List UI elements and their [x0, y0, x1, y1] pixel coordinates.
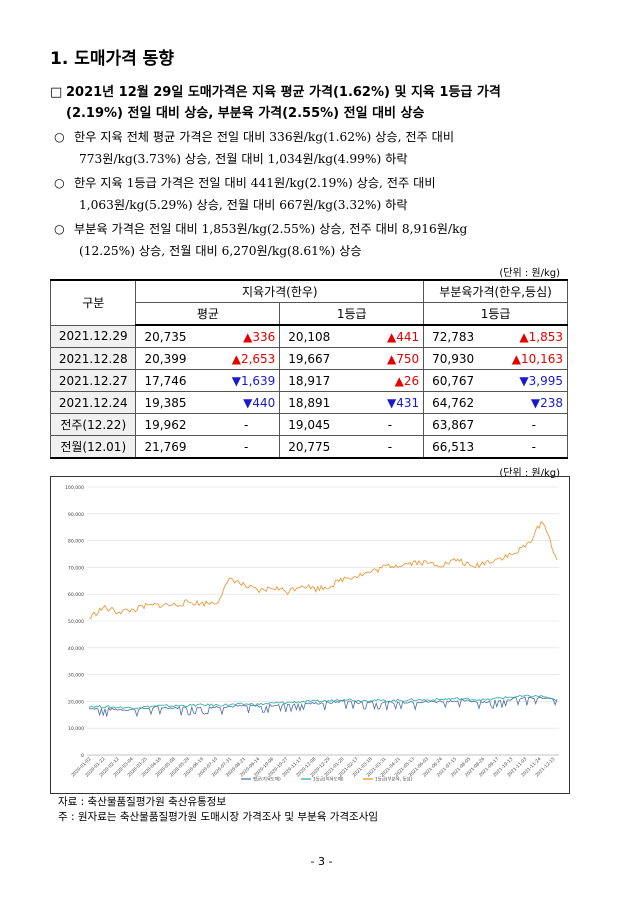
- grade1-change: 441: [356, 324, 425, 348]
- header-cut-grade1: 1등급: [423, 302, 568, 326]
- table-unit-label: (단위 : 원/kg): [499, 268, 560, 279]
- y-tick-label: 50,000: [68, 619, 84, 625]
- cut-value: 64,762: [423, 391, 501, 414]
- y-tick-label: 30,000: [68, 673, 84, 679]
- header-gubun: 구분: [49, 279, 137, 326]
- bullet-cut-price: ○ 부분육 가격은 전일 대비 1,853원/kg(2.55%) 상승, 전주 대…: [54, 218, 574, 262]
- headline-line1: 2021년 12월 29일 도매가격은 지육 평균 가격(1.62%) 및 지육…: [66, 85, 501, 100]
- avg-change: 1,639: [212, 369, 281, 392]
- bullet-line2: 773원/kg(3.73%) 상승, 전월 대비 1,034원/kg(4.99%…: [79, 152, 408, 166]
- section-title: 1. 도매가격 동향: [50, 49, 174, 69]
- y-tick-label: 20,000: [68, 699, 84, 705]
- grade1-value: 18,891: [279, 391, 357, 414]
- grade1-change: -: [356, 413, 425, 436]
- legend-label: 평균(지육도매): [253, 776, 281, 783]
- cut-value: 66,513: [423, 435, 501, 459]
- row-date: 2021.12.28: [49, 347, 137, 370]
- price-chart-svg: 0 10,000 20,000 30,000 40,000 50,000 60,000 70,…: [65, 485, 559, 783]
- note-line: 주 : 원자료는 축산물품질평가원 도매시장 가격조사 및 부분육 가격조사임: [58, 811, 379, 823]
- circle-marker: ○: [54, 176, 65, 190]
- avg-change: 2,653: [212, 347, 281, 370]
- price-table: 구분 지육가격(한우) 부분육가격(한우,등심) 평균 1등급 1등급 2021…: [49, 279, 568, 459]
- cut-change: 238: [500, 391, 568, 414]
- series-line: [88, 694, 558, 710]
- bullet-line1: 한우 지육 전체 평균 가격은 전일 대비 336원/kg(1.62%) 상승,…: [74, 130, 455, 144]
- row-date: 2021.12.27: [49, 369, 137, 392]
- bullet-line2: 1,063원/kg(5.29%) 상승, 전월 대비 667원/kg(3.32%…: [79, 198, 408, 212]
- source-note: 자료 : 축산물품질평가원 축산유통정보 주 : 원자료는 축산물품질평가원 도…: [58, 795, 378, 825]
- source-line: 자료 : 축산물품질평가원 축산유통정보: [58, 796, 227, 808]
- row-date: 전월(12.01): [49, 435, 137, 459]
- avg-change: 440: [212, 391, 281, 414]
- cut-change: 1,853: [500, 324, 568, 348]
- avg-value: 19,962: [135, 413, 213, 436]
- cut-value: 63,867: [423, 413, 501, 436]
- grade1-change: -: [356, 435, 425, 459]
- cut-change: -: [500, 435, 568, 459]
- row-date: 2021.12.29: [49, 324, 137, 348]
- bullet-avg-price: ○ 한우 지육 전체 평균 가격은 전일 대비 336원/kg(1.62%) 상승…: [54, 126, 574, 170]
- headline: □ 2021년 12월 29일 도매가격은 지육 평균 가격(1.62%) 및 지…: [50, 82, 580, 124]
- table-row: 2021.12.2820,3992,65319,66775070,93010,1…: [49, 347, 568, 370]
- cut-change: -: [500, 413, 568, 436]
- y-tick-label: 0: [81, 753, 84, 759]
- bullet-grade1-price: ○ 한우 지육 1등급 가격은 전일 대비 441원/kg(2.19%) 상승, …: [54, 172, 574, 216]
- avg-change: -: [212, 435, 281, 459]
- legend-label: 1등급(지육도매): [313, 776, 344, 783]
- price-chart: 0 10,000 20,000 30,000 40,000 50,000 60,000 70,…: [50, 476, 570, 794]
- avg-value: 21,769: [135, 435, 213, 459]
- grade1-value: 18,917: [279, 369, 357, 392]
- circle-marker: ○: [54, 222, 65, 236]
- y-tick-label: 100,000: [65, 485, 84, 491]
- row-date: 2021.12.24: [49, 391, 137, 414]
- series-line: [88, 696, 558, 718]
- table-row: 전주(12.22) 19,962-19,045-63,867-: [49, 413, 568, 436]
- avg-change: -: [212, 413, 281, 436]
- header-carcass: 지육가격(한우): [135, 279, 425, 303]
- y-tick-label: 80,000: [68, 539, 84, 545]
- header-grade1: 1등급: [279, 302, 425, 326]
- header-avg: 평균: [135, 302, 281, 326]
- y-tick-label: 10,000: [68, 726, 84, 732]
- header-cut: 부분육가격(한우,등심): [423, 279, 568, 303]
- y-tick-label: 40,000: [68, 646, 84, 652]
- bullet-line1: 한우 지육 1등급 가격은 전일 대비 441원/kg(2.19%) 상승, 전…: [74, 176, 436, 190]
- bullet-line2: (12.25%) 상승, 전월 대비 6,270원/kg(8.61%) 상승: [79, 244, 362, 258]
- table-body: 2021.12.2920,73533620,10844172,7831,8532…: [49, 324, 568, 459]
- cut-value: 72,783: [423, 324, 501, 348]
- row-date: 전주(12.22): [49, 413, 137, 436]
- grade1-change: 26: [356, 369, 425, 392]
- legend-label: 1등급(부분육, 등심): [375, 776, 413, 783]
- avg-value: 20,735: [135, 324, 213, 348]
- avg-change: 336: [212, 324, 281, 348]
- grade1-change: 750: [356, 347, 425, 370]
- bullet-line1: 부분육 가격은 전일 대비 1,853원/kg(2.55%) 상승, 전주 대비…: [74, 222, 468, 236]
- grade1-value: 20,775: [279, 435, 357, 459]
- grade1-value: 19,667: [279, 347, 357, 370]
- y-tick-label: 70,000: [68, 565, 84, 571]
- grade1-value: 20,108: [279, 324, 357, 348]
- grade1-value: 19,045: [279, 413, 357, 436]
- avg-value: 19,385: [135, 391, 213, 414]
- cut-change: 3,995: [500, 369, 568, 392]
- avg-value: 17,746: [135, 369, 213, 392]
- cut-change: 10,163: [500, 347, 568, 370]
- chart-unit-label: (단위 : 원/kg): [499, 468, 560, 479]
- page-number: - 3 -: [310, 855, 333, 868]
- series-line: [89, 521, 558, 619]
- avg-value: 20,399: [135, 347, 213, 370]
- cut-value: 60,767: [423, 369, 501, 392]
- cut-value: 70,930: [423, 347, 501, 370]
- y-tick-label: 60,000: [68, 592, 84, 598]
- circle-marker: ○: [54, 130, 65, 144]
- grade1-change: 431: [356, 391, 425, 414]
- headline-line2: (2.19%) 전일 대비 상승, 부분육 가격(2.55%) 전일 대비 상승: [66, 106, 425, 121]
- square-marker: □: [50, 85, 63, 100]
- table-row: 전월(12.01) 21,769-20,775-66,513-: [49, 435, 568, 459]
- y-tick-label: 90,000: [68, 512, 84, 518]
